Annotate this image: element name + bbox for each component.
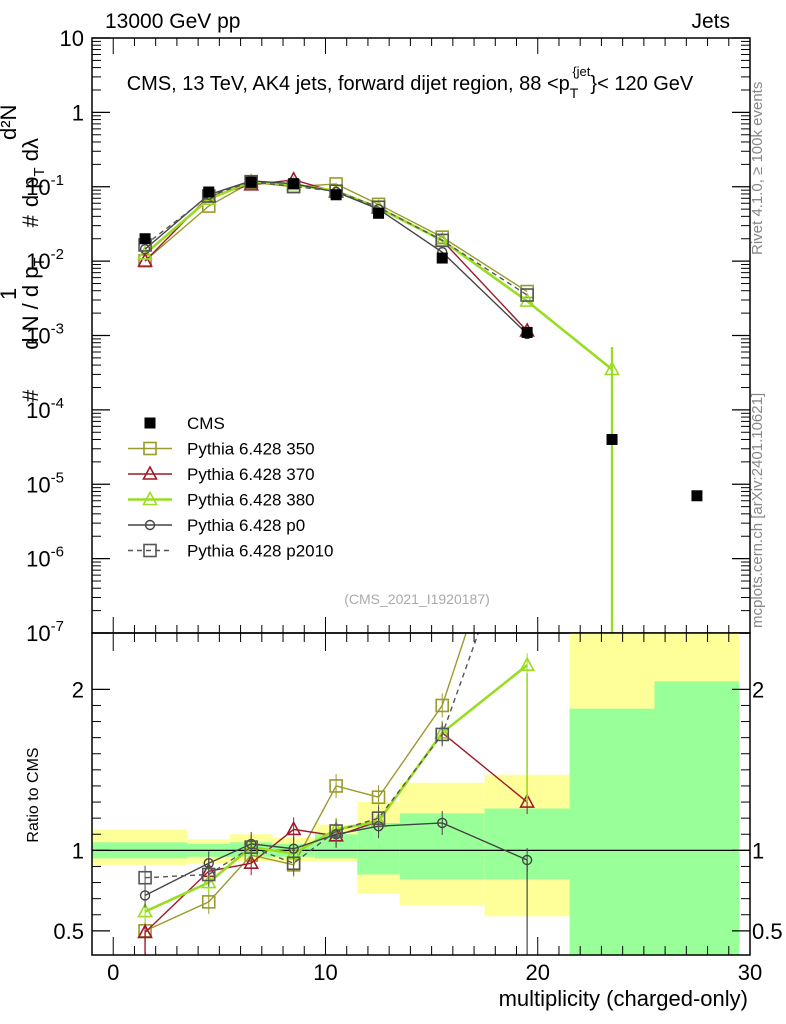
ratio-series-1-point [371,790,386,805]
legend-marker [143,543,157,558]
ratio-series-5-point [435,727,450,742]
legend-label: Pythia 6.428 350 [187,440,315,459]
ratio-series-2-point [285,820,302,836]
ratio-series-2-point [519,793,535,808]
ratio-series-2-point [243,854,260,870]
rivet-label: Rivet 4.1.0, ≥ 100k events [749,82,766,255]
ratio-series-5-point [286,856,301,871]
ratio-series-5-point [138,870,152,885]
main-y-tick-label: 10-7 [26,618,64,646]
main-series-2-point [137,252,153,267]
ratio-series-line-5 [145,633,480,879]
ratio-series-5-point [329,824,343,838]
main-data-point [436,252,448,264]
legend-item: Pythia 6.428 380 [128,491,315,510]
main-data-point [373,207,385,219]
main-panel [92,38,750,633]
main-data-point [691,490,703,502]
ratio-y-tick-label: 1 [72,838,84,863]
ratio-plot-marks [137,633,535,955]
ratio-y-axis-label: Ratio to CMS [25,747,42,842]
main-y-tick-label: 10-6 [26,544,64,572]
x-tick-label: 0 [107,960,119,985]
analysis-tag: (CMS_2021_I1920187) [344,591,490,607]
legend-marker [144,519,156,531]
ratio-uncertainty-bands [92,633,750,955]
ratio-series-5-point [371,811,386,825]
header-left: 13000 GeV pp [105,10,240,33]
legend-marker [143,441,157,456]
main-plot-marks [137,171,703,633]
legend-marker [142,465,158,480]
main-data-point [521,326,533,338]
legend-marker [144,417,156,429]
ratio-series-group [137,633,535,955]
main-y-tick-label: 10-1 [26,172,64,200]
main-data-point [288,178,300,190]
main-series-5-point [435,233,450,248]
ratio-series-1-point [435,698,450,713]
ratio-frame [91,632,751,956]
legend-label: Pythia 6.428 p2010 [187,542,334,561]
ratio-series-5-point [201,867,216,882]
ratio-series-1-point [329,779,343,793]
ratio-series-4-point [139,890,151,901]
main-data-point [245,176,257,188]
ratio-series-3-point [519,656,535,672]
ratio-series-3-point [200,873,217,889]
ratio-y-tick-label-right: 1 [752,838,764,863]
mcplots-label: mcplots.cern.ch [arXiv:2401.10621] [749,393,766,628]
legend-item: Pythia 6.428 p0 [128,516,305,535]
ratio-y-tick-label-right: 2 [752,677,764,702]
x-axis-label: multiplicity (charged-only) [499,986,748,1011]
legend: CMS Pythia 6.428 350 Pythia 6.428 370 Pythi… [128,414,334,561]
legend-item: Pythia 6.428 350 [128,440,315,459]
ratio-series-line-1 [144,633,467,932]
ratio-axes: 0.5 0.51 12 20 10 20 30 [53,632,783,985]
legend-label: CMS [187,414,225,433]
ratio-series-3-point [137,902,153,918]
x-tick-label: 10 [313,960,337,985]
legend-label: Pythia 6.428 370 [187,465,315,484]
x-tick-label: 30 [738,960,762,985]
main-data-point [330,189,342,201]
header-right: Jets [691,10,730,33]
x-tick-label: 20 [525,960,549,985]
main-y-tick-label: 10-5 [26,469,64,497]
ratio-series-4-point [437,817,448,829]
ratio-series-line-4 [144,822,528,897]
ratio-y-tick-label-right: 0.5 [752,919,783,944]
ratio-band-green [654,681,740,955]
main-series-line-4 [144,180,528,335]
main-y-tick-label: 1 [72,100,84,125]
ratio-series-5-point [244,840,258,854]
legend-item: CMS [144,414,225,433]
main-series-5-point [520,288,534,302]
ratio-y-tick-label: 0.5 [53,919,84,944]
main-frame-bg [92,38,750,633]
main-data-point [606,433,618,445]
svg-text:1: 1 [0,288,21,300]
main-y-tick-label: 10-3 [26,321,64,349]
legend-marker [142,490,158,506]
svg-text:d²N: d²N [0,105,21,140]
ratio-y-tick-label: 2 [72,677,84,702]
legend-item: Pythia 6.428 p2010 [128,542,334,561]
legend-label: Pythia 6.428 p0 [187,516,305,535]
main-series-3-point [519,292,535,307]
ratio-series-1-point [201,895,216,909]
ratio-band-green [569,708,655,955]
main-y-tick-label: 10 [60,26,84,51]
legend-label: Pythia 6.428 380 [187,491,315,510]
legend-item: Pythia 6.428 370 [128,465,315,484]
main-series-line-5 [144,180,528,296]
main-data-point [139,233,151,245]
main-data-point [203,186,215,198]
